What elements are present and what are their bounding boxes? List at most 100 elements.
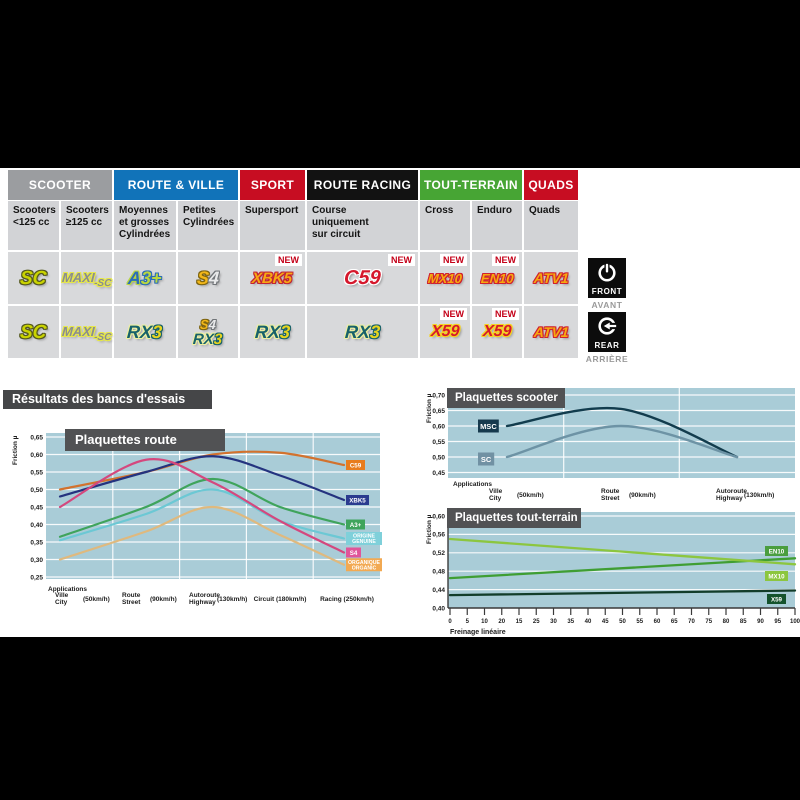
series-label-box-XBK5 bbox=[346, 495, 369, 505]
y-tick-label: 0,30 bbox=[30, 557, 43, 564]
group-header-quads: QUADS bbox=[524, 170, 578, 200]
y-tick-label: 0,25 bbox=[30, 574, 43, 581]
content-panel: SCOOTER ROUTE & VILLE SPORT ROUTE RACING TOU… bbox=[0, 168, 800, 637]
subheader-cell: Course uniquement sur circuit bbox=[307, 201, 418, 250]
x-tick-label: 5 bbox=[466, 619, 470, 625]
series-line-C59 bbox=[58, 450, 346, 491]
y-tick-label: 0,40 bbox=[30, 522, 43, 529]
subheader-line: Enduro bbox=[477, 205, 512, 216]
badge-text: MAXI bbox=[61, 270, 95, 285]
x-axis-header: Applications bbox=[48, 586, 87, 593]
x-category-speed: (50km/h) bbox=[83, 596, 110, 603]
x-category-label: Route bbox=[122, 592, 141, 599]
x-tick-label: 10 bbox=[481, 619, 488, 625]
y-tick-label: 0,56 bbox=[432, 532, 445, 539]
x-tick-label: 75 bbox=[705, 619, 712, 625]
x-tick-label: 85 bbox=[740, 619, 747, 625]
x-tick-label: 15 bbox=[516, 619, 523, 625]
badge-text: 4 bbox=[208, 316, 217, 332]
y-tick-label: 0,45 bbox=[432, 470, 445, 477]
badge-text: X59 bbox=[430, 323, 460, 340]
badge-atv1: ATV1 bbox=[533, 270, 569, 286]
series-label-box-MSC bbox=[478, 419, 499, 433]
series-label-text: C59 bbox=[350, 462, 362, 469]
badge-xbk5: XBK5 bbox=[251, 269, 294, 287]
new-badge: NEW bbox=[440, 308, 467, 320]
badge-maxisc: MAXI-SC bbox=[61, 270, 112, 289]
badge-text: 4 bbox=[208, 268, 220, 288]
series-label-text: MX10 bbox=[768, 573, 785, 580]
series-line-SC bbox=[505, 424, 739, 459]
series-label-box-EN10 bbox=[765, 546, 788, 556]
chart-title-tout-terrain: Plaquettes tout-terrain bbox=[447, 508, 581, 528]
badge-text: SC bbox=[19, 267, 48, 289]
chart-route: 0,65 0,60 0,55 0,50 0,45 0,40 0,35 0,30 0,25 Fric… bbox=[12, 433, 382, 606]
x-category-label: Racing (250km/h) bbox=[320, 596, 374, 603]
x-tick-label: 100 bbox=[790, 619, 800, 625]
subheader-line: <125 cc bbox=[13, 216, 50, 228]
y-tick-label: 0,65 bbox=[30, 434, 43, 441]
badge-text: SC bbox=[19, 321, 48, 343]
series-label-text: MSC bbox=[480, 422, 497, 431]
new-badge: NEW bbox=[388, 254, 415, 266]
results-title-bar: Résultats des bancs d'essais bbox=[3, 390, 212, 409]
y-axis-label: Friction µ bbox=[426, 393, 433, 423]
product-cell-front: A3+ bbox=[114, 252, 176, 304]
x-tick-label: 25 bbox=[533, 619, 540, 625]
y-tick-label: 0,55 bbox=[432, 439, 445, 446]
group-header-tout-terrain: TOUT-TERRAIN bbox=[420, 170, 522, 200]
series-label-box-MX10 bbox=[765, 571, 788, 581]
subheader-cell: Cross bbox=[420, 201, 470, 250]
series-label-text: GENUINE bbox=[352, 539, 376, 545]
badge-rx3: RX3 bbox=[254, 322, 290, 342]
badge-atv1: ATV1 bbox=[533, 324, 569, 340]
badge-text: X59 bbox=[482, 323, 512, 340]
y-tick-label: 0,50 bbox=[30, 487, 43, 494]
badge-text: ATV1 bbox=[533, 324, 569, 340]
group-header-route-ville: ROUTE & VILLE bbox=[114, 170, 238, 200]
subheader-cell: Enduro bbox=[472, 201, 522, 250]
badge-text: 3+ bbox=[140, 268, 163, 288]
chart-title-route: Plaquettes route bbox=[65, 429, 225, 451]
subheader-cell: Supersport bbox=[240, 201, 305, 250]
subheader-line: et grosses bbox=[119, 216, 170, 228]
product-cell-front: C59 NEW bbox=[307, 252, 418, 304]
product-cell-rear: MAXI-SC bbox=[61, 306, 112, 358]
x-tick-label: 30 bbox=[550, 619, 557, 625]
y-tick-label: 0,44 bbox=[432, 587, 445, 594]
series-line-MSC bbox=[505, 406, 739, 459]
badge-text: MAXI bbox=[61, 324, 95, 339]
badge-text: RX bbox=[344, 322, 371, 342]
product-cell-rear: RX3 bbox=[114, 306, 176, 358]
front-label: FRONT bbox=[591, 287, 623, 296]
series-label-text: SC bbox=[481, 455, 492, 464]
badge-text: -SC bbox=[93, 278, 112, 289]
series-line-X59 bbox=[448, 589, 797, 597]
subheader-line: Cylindrées bbox=[119, 228, 171, 240]
series-label-text: A3+ bbox=[350, 522, 362, 529]
new-badge: NEW bbox=[492, 308, 519, 320]
x-tick-label: 80 bbox=[723, 619, 730, 625]
series-line-XBK5 bbox=[58, 455, 346, 502]
subheader-cell: Petites Cylindrées bbox=[178, 201, 238, 250]
subheader-line: Cross bbox=[425, 205, 454, 216]
badge-text: RX bbox=[126, 322, 154, 342]
x-category-label: Street bbox=[601, 495, 620, 502]
series-label-text: ORGANIQUE bbox=[348, 560, 381, 566]
rear-sub-label: ARRIÈRE bbox=[585, 354, 629, 364]
subheader-line: Petites bbox=[183, 205, 216, 216]
product-cell-rear: SC bbox=[8, 306, 59, 358]
series-line-A3+ bbox=[58, 477, 346, 538]
x-category-label: City bbox=[55, 599, 68, 606]
x-category-label: Autoroute bbox=[189, 592, 220, 599]
product-cell-front: SC bbox=[8, 252, 59, 304]
x-tick-label: 50 bbox=[619, 619, 626, 625]
badge-text: XBK5 bbox=[251, 269, 294, 287]
y-tick-label: 0,35 bbox=[30, 539, 43, 546]
y-tick-label: 0,70 bbox=[432, 392, 445, 399]
y-tick-label: 0,60 bbox=[432, 513, 445, 520]
subheader-line: Scooters bbox=[13, 205, 56, 216]
x-category-speed: (90km/h) bbox=[150, 596, 177, 603]
front-sub-label: AVANT bbox=[591, 300, 623, 310]
badge-rx3: RX3 bbox=[344, 322, 380, 342]
